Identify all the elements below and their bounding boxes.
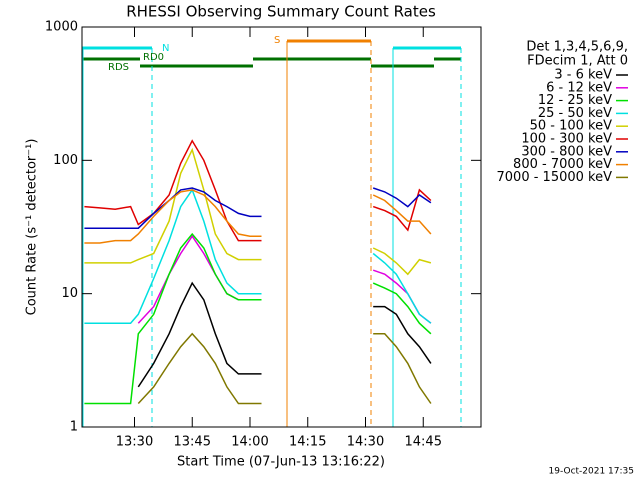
x-tick-label: 13:45 [174,435,211,450]
legend-label: 6 - 12 keV [546,80,612,95]
legend-label: 3 - 6 keV [554,68,612,83]
y-tick-label: 100 [53,153,78,168]
transition-lines [82,41,462,427]
series-line [84,147,432,276]
legend-label: 300 - 800 keV [521,144,612,159]
series-line [84,232,432,405]
flag-label: RD0 [143,52,164,63]
flag-label: S [274,35,280,46]
flag-label: N [162,43,169,54]
legend-label: 12 - 25 keV [538,93,612,108]
series-line [137,332,432,405]
legend-label: 100 - 300 keV [521,132,612,147]
x-tick-label: 13:30 [116,435,153,450]
x-axis-label: Start Time (07-Jun-13 13:16:22) [177,455,385,470]
legend-label: 50 - 100 keV [530,119,613,134]
x-tick-label: 14:45 [405,435,442,450]
plot-frame [81,26,482,428]
legend-label: 25 - 50 keV [538,106,612,121]
series-line [84,188,432,324]
series-line [137,281,432,388]
x-tick-label: 14:00 [231,435,268,450]
legend-header: FDecim 1, Att 0 [527,54,628,69]
legend-label: 7000 - 15000 keV [497,170,613,185]
chart-title: RHESSI Observing Summary Count Rates [126,3,436,21]
y-axis-label: Count Rate (s⁻¹ detector⁻¹) [25,139,40,316]
series-line [84,139,432,242]
x-tick-label: 14:30 [347,435,384,450]
legend-header: Det 1,3,4,5,6,9, [526,40,628,55]
y-tick-label: 1000 [45,20,78,35]
flag-label: RDS [108,62,129,73]
x-tick-label: 14:15 [289,435,326,450]
flag-bars [82,39,461,68]
series-line [84,187,432,229]
y-tick-label: 10 [61,286,78,301]
y-tick-label: 1 [70,420,78,435]
series-line [84,189,432,244]
legend-label: 800 - 7000 keV [513,157,612,172]
footer: 19-Oct-2021 17:35 [549,467,634,477]
